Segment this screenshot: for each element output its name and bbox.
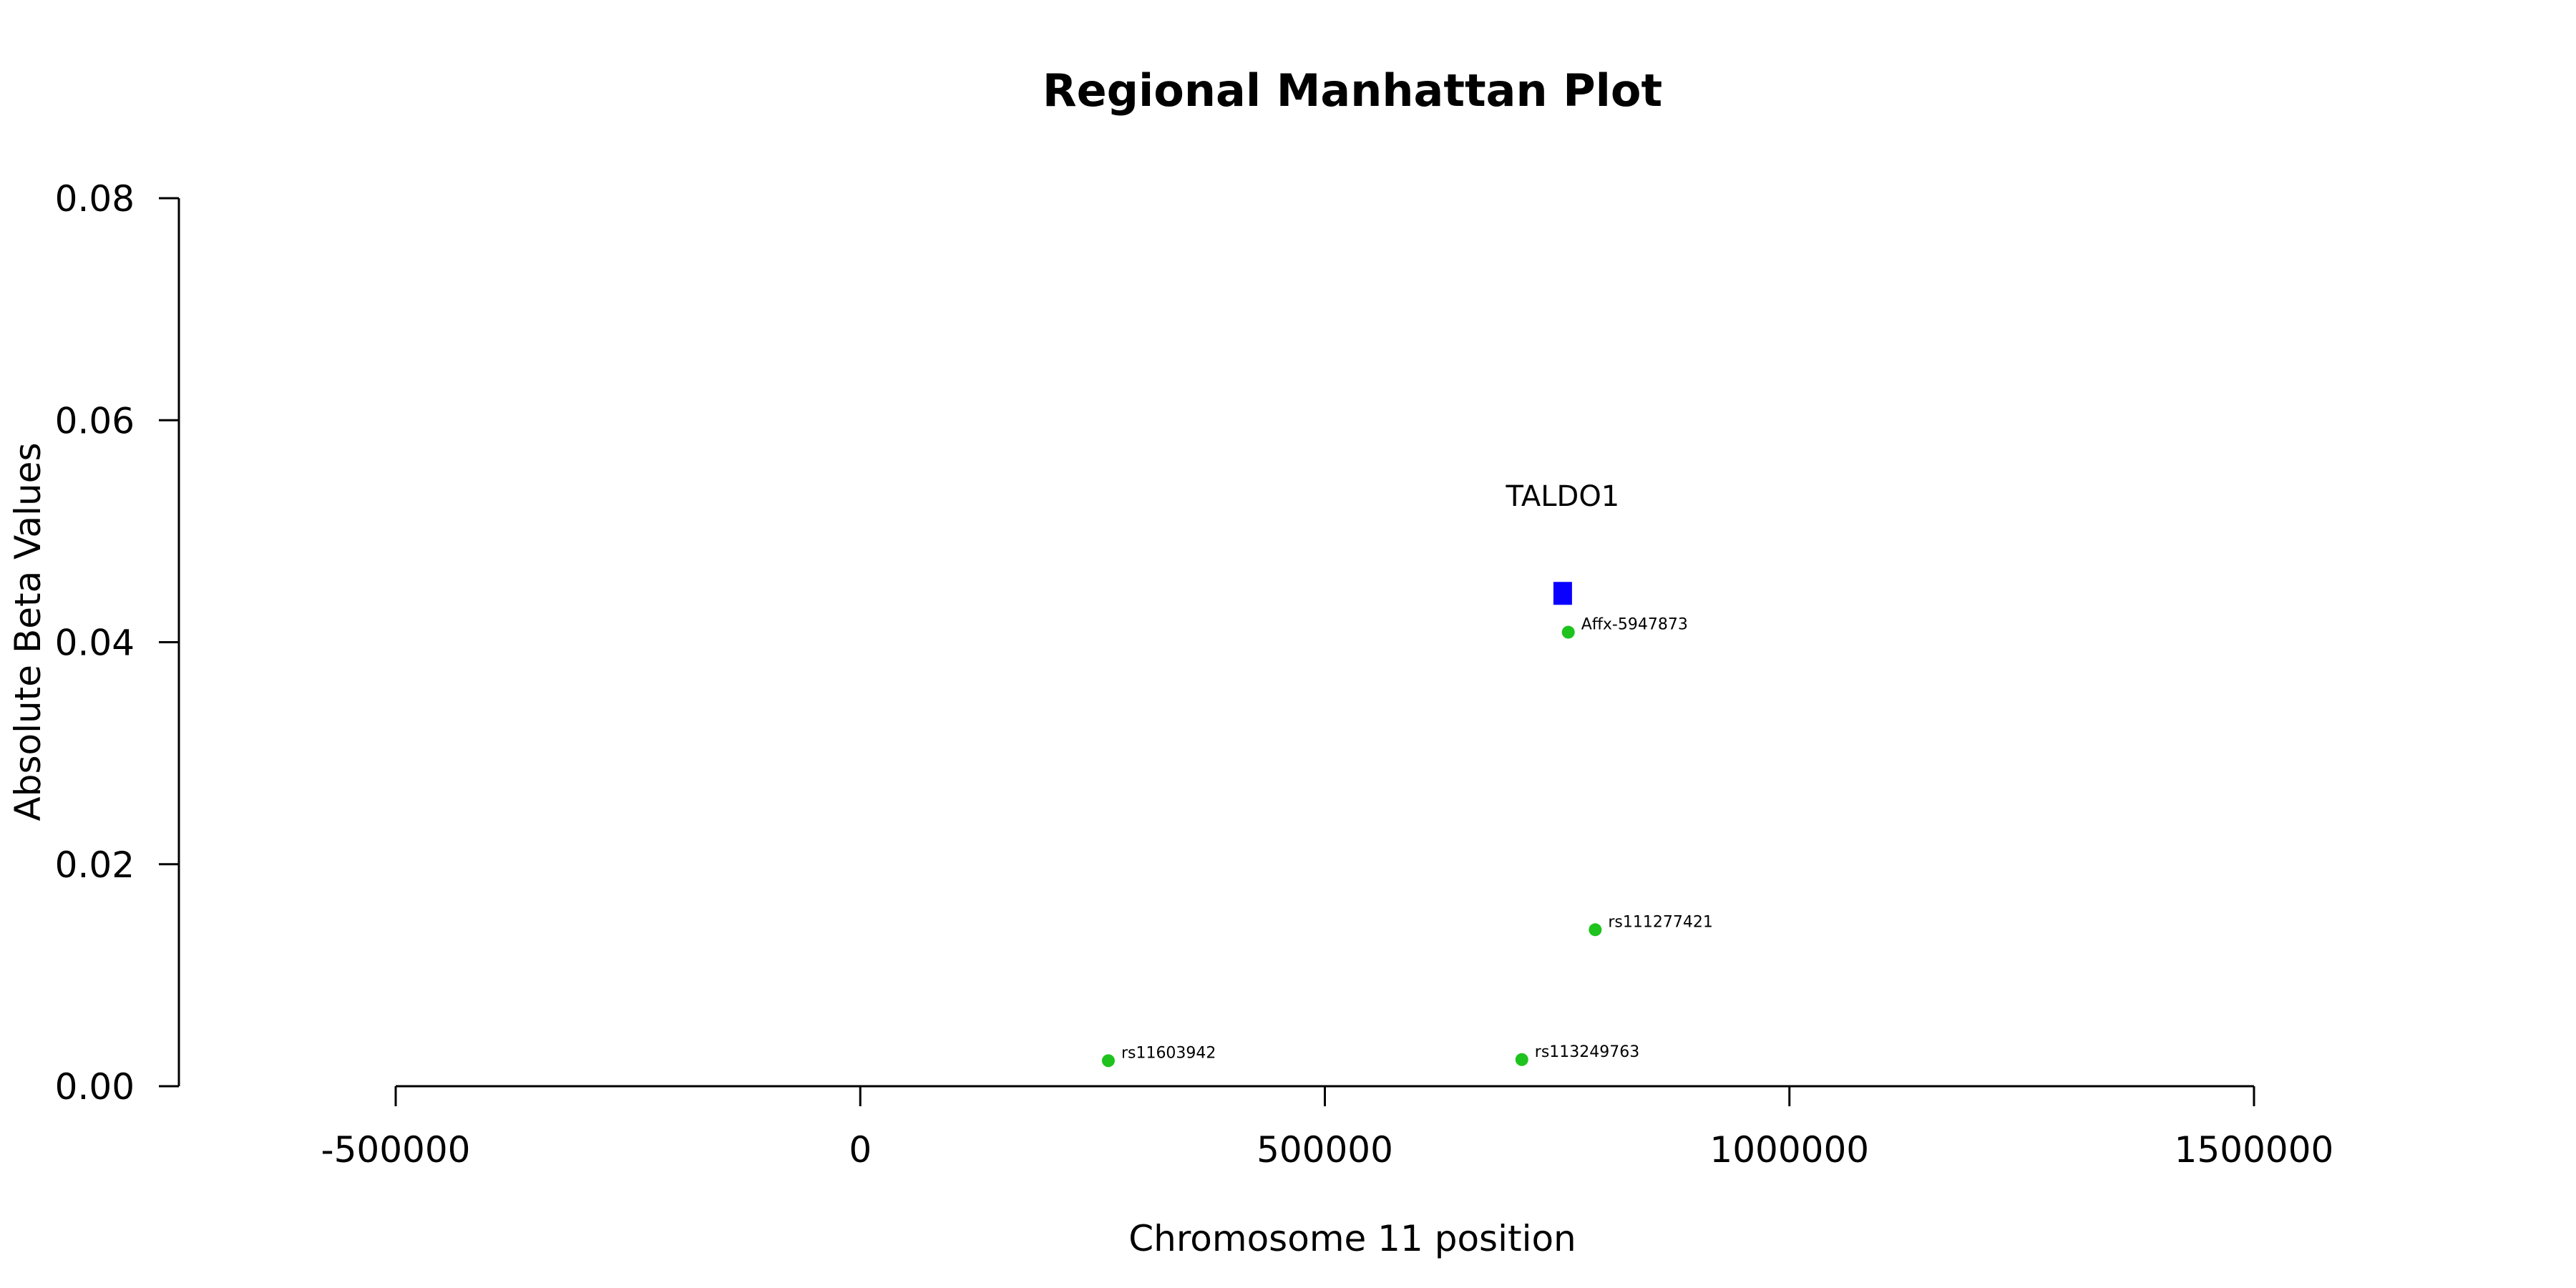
axes: 0.00 0.02 0.04 0.06 0.08 -500000 0 500000 10000… (55, 178, 2334, 1171)
y-tick-label: 0.04 (55, 623, 135, 664)
snp-point (1101, 1054, 1115, 1068)
x-axis-label: Chromosome 11 position (1128, 1218, 1576, 1259)
gene-track: TALDO1 (1506, 480, 1620, 605)
x-tick-label: 500000 (1257, 1129, 1393, 1171)
gene-label: TALDO1 (1506, 480, 1620, 513)
snp-label: Affx-5947873 (1581, 616, 1688, 634)
x-ticks: -500000 0 500000 1000000 1500000 (321, 1086, 2334, 1171)
x-tick-label: 1000000 (1709, 1129, 1869, 1171)
y-tick-label: 0.08 (55, 178, 135, 220)
y-ticks: 0.00 0.02 0.04 0.06 0.08 (55, 178, 179, 1108)
chart-title: Regional Manhattan Plot (1043, 64, 1662, 117)
snp-label: rs113249763 (1535, 1043, 1639, 1061)
y-tick-label: 0.06 (55, 400, 135, 441)
snp-point (1515, 1053, 1528, 1066)
x-tick-label: 1500000 (2175, 1129, 2334, 1171)
snp-point (1561, 625, 1575, 639)
y-tick-label: 0.02 (55, 844, 135, 886)
y-tick-label: 0.00 (55, 1066, 135, 1108)
snp-label: rs111277421 (1608, 913, 1712, 931)
gene-box (1553, 582, 1572, 605)
snp-points: rs11603942 rs113249763 Affx-5947873 rs11127… (1101, 616, 1713, 1068)
x-tick-label: -500000 (321, 1129, 471, 1171)
x-tick-label: 0 (849, 1129, 872, 1171)
snp-label: rs11603942 (1121, 1044, 1216, 1062)
snp-point (1589, 923, 1602, 937)
y-axis-label: Absolute Beta Values (7, 443, 49, 821)
